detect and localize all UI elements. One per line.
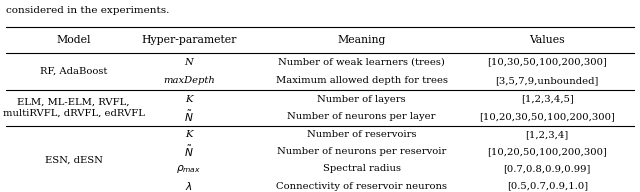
Text: Hyper-parameter: Hyper-parameter	[141, 35, 237, 45]
Text: $\tilde{N}$: $\tilde{N}$	[184, 144, 194, 159]
Text: [10,20,50,100,200,300]: [10,20,50,100,200,300]	[487, 147, 607, 156]
Text: Maximum allowed depth for trees: Maximum allowed depth for trees	[276, 76, 447, 85]
Text: $\lambda$: $\lambda$	[185, 180, 193, 192]
Text: Values: Values	[529, 35, 565, 45]
Text: K: K	[185, 95, 193, 104]
Text: Model: Model	[56, 35, 91, 45]
Text: K: K	[185, 130, 193, 139]
Text: [1,2,3,4,5]: [1,2,3,4,5]	[521, 95, 573, 104]
Text: N: N	[184, 58, 193, 67]
Text: Number of layers: Number of layers	[317, 95, 406, 104]
Text: $\rho_{max}$: $\rho_{max}$	[176, 163, 202, 175]
Text: $\tilde{N}$: $\tilde{N}$	[184, 109, 194, 124]
Text: Meaning: Meaning	[337, 35, 386, 45]
Text: Number of neurons per reservoir: Number of neurons per reservoir	[277, 147, 446, 156]
Text: maxDepth: maxDepth	[163, 76, 215, 85]
Text: [0.7,0.8,0.9,0.99]: [0.7,0.8,0.9,0.99]	[504, 165, 591, 173]
Text: ESN, dESN: ESN, dESN	[45, 156, 102, 165]
Text: [1,2,3,4]: [1,2,3,4]	[525, 130, 569, 139]
Text: Number of weak learners (trees): Number of weak learners (trees)	[278, 58, 445, 67]
Text: Connectivity of reservoir neurons: Connectivity of reservoir neurons	[276, 182, 447, 191]
Text: [10,30,50,100,200,300]: [10,30,50,100,200,300]	[487, 58, 607, 67]
Text: Number of reservoirs: Number of reservoirs	[307, 130, 417, 139]
Text: RF, AdaBoost: RF, AdaBoost	[40, 67, 108, 76]
Text: Number of neurons per layer: Number of neurons per layer	[287, 112, 436, 121]
Text: Spectral radius: Spectral radius	[323, 165, 401, 173]
Text: ELM, ML-ELM, RVFL,
multiRVFL, dRVFL, edRVFL: ELM, ML-ELM, RVFL, multiRVFL, dRVFL, edR…	[3, 98, 145, 118]
Text: [10,20,30,50,100,200,300]: [10,20,30,50,100,200,300]	[479, 112, 615, 121]
Text: [3,5,7,9,unbounded]: [3,5,7,9,unbounded]	[495, 76, 599, 85]
Text: considered in the experiments.: considered in the experiments.	[6, 6, 170, 15]
Text: [0.5,0.7,0.9,1.0]: [0.5,0.7,0.9,1.0]	[507, 182, 588, 191]
